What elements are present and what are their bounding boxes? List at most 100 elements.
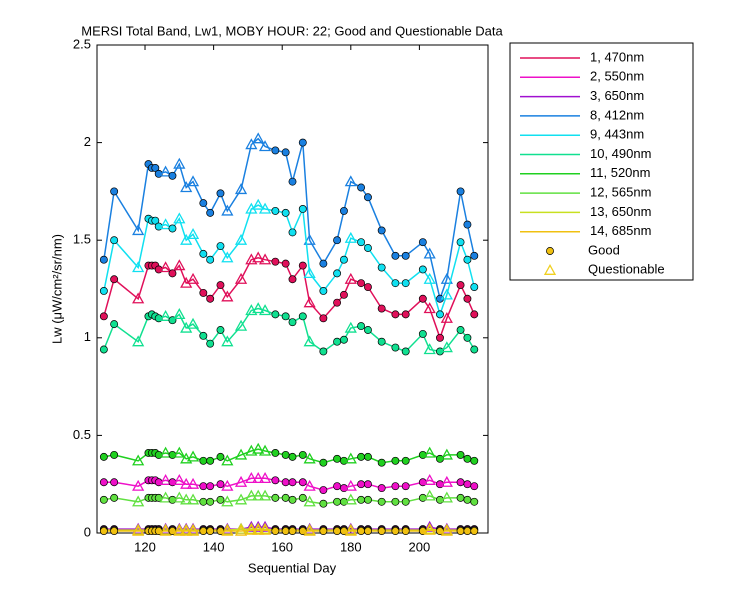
good-marker — [456, 238, 465, 247]
questionable-marker — [252, 489, 265, 501]
good-marker — [216, 281, 225, 290]
good-marker — [470, 283, 479, 291]
good-marker — [206, 294, 215, 303]
x-tick-label: 120 — [134, 539, 156, 554]
questionable-marker — [234, 233, 248, 245]
good-marker — [298, 205, 307, 213]
good-marker — [456, 527, 465, 535]
good-marker — [333, 454, 342, 463]
good-marker — [271, 257, 280, 266]
good-marker — [377, 458, 386, 467]
questionable-marker — [423, 473, 436, 485]
good-marker — [281, 148, 290, 157]
good-marker — [298, 478, 307, 487]
x-tick-label: 160 — [271, 539, 293, 554]
good-marker — [401, 310, 410, 319]
good-marker — [391, 482, 400, 491]
legend-label: 3, 650nm — [590, 88, 644, 103]
y-tick-label: 2 — [84, 134, 91, 149]
questionable-marker — [221, 495, 234, 507]
questionable-marker — [252, 472, 265, 483]
questionable-marker — [221, 479, 234, 491]
good-marker — [463, 480, 472, 489]
good-marker — [401, 497, 410, 506]
good-marker — [99, 345, 108, 354]
questionable-marker — [173, 259, 186, 271]
good-marker — [110, 493, 119, 502]
questionable-marker — [173, 491, 186, 503]
good-marker — [319, 486, 328, 495]
good-marker — [364, 193, 372, 202]
questionable-marker — [221, 454, 234, 466]
good-marker — [339, 255, 348, 264]
good-marker — [199, 497, 208, 506]
questionable-marker — [245, 489, 258, 501]
questionable-marker — [258, 253, 272, 265]
good-marker — [199, 527, 208, 535]
good-marker — [377, 337, 386, 346]
questionable-marker — [258, 202, 272, 214]
good-marker — [357, 495, 366, 504]
questionable-marker — [186, 272, 200, 284]
good-marker — [391, 251, 400, 260]
questionable-marker — [303, 524, 316, 536]
questionable-marker — [258, 472, 272, 483]
good-marker — [288, 495, 297, 504]
good-marker — [99, 527, 108, 535]
good-marker — [216, 189, 225, 198]
questionable-marker — [252, 132, 265, 144]
questionable-marker — [245, 520, 258, 532]
questionable-marker — [303, 452, 316, 464]
questionable-marker — [258, 304, 272, 316]
good-marker — [168, 269, 177, 278]
questionable-marker — [186, 228, 200, 239]
good-marker — [298, 493, 307, 502]
good-marker — [470, 497, 479, 506]
questionable-marker — [132, 292, 145, 304]
questionable-marker — [303, 267, 316, 279]
good-marker — [456, 450, 465, 459]
legend-label: 8, 412nm — [590, 107, 644, 122]
good-marker — [357, 183, 366, 192]
good-marker — [298, 261, 307, 270]
questionable-marker — [159, 473, 172, 485]
questionable-marker — [303, 296, 316, 308]
questionable-marker — [234, 183, 248, 195]
questionable-marker — [252, 442, 265, 454]
good-marker — [199, 456, 208, 465]
good-marker — [110, 478, 119, 487]
questionable-marker — [423, 272, 436, 284]
good-marker — [463, 454, 472, 463]
good-marker — [463, 527, 472, 535]
good-marker — [401, 456, 410, 465]
good-marker — [151, 164, 160, 172]
good-marker — [357, 452, 366, 461]
questionable-marker — [258, 444, 272, 456]
good-marker — [271, 310, 280, 319]
good-marker — [168, 224, 177, 233]
questionable-marker — [245, 472, 258, 483]
good-marker — [357, 279, 366, 288]
questionable-marker — [180, 181, 193, 193]
questionable-marker — [258, 523, 272, 535]
questionable-marker — [159, 218, 172, 230]
good-marker — [319, 499, 328, 508]
good-marker — [288, 452, 297, 461]
legend-label: 1, 470nm — [590, 49, 644, 64]
questionable-marker — [159, 446, 172, 458]
good-marker — [271, 449, 280, 457]
good-marker — [319, 314, 328, 323]
good-marker — [364, 244, 372, 252]
good-marker — [470, 310, 479, 319]
x-tick-label: 200 — [409, 539, 431, 554]
good-marker — [99, 255, 108, 264]
questionable-marker — [173, 308, 186, 320]
good-marker — [333, 527, 342, 535]
questionable-marker — [440, 272, 453, 284]
questionable-marker — [344, 452, 357, 464]
questionable-marker — [344, 524, 357, 536]
questionable-marker — [440, 491, 453, 503]
good-marker — [288, 177, 297, 186]
good-marker — [470, 456, 479, 465]
